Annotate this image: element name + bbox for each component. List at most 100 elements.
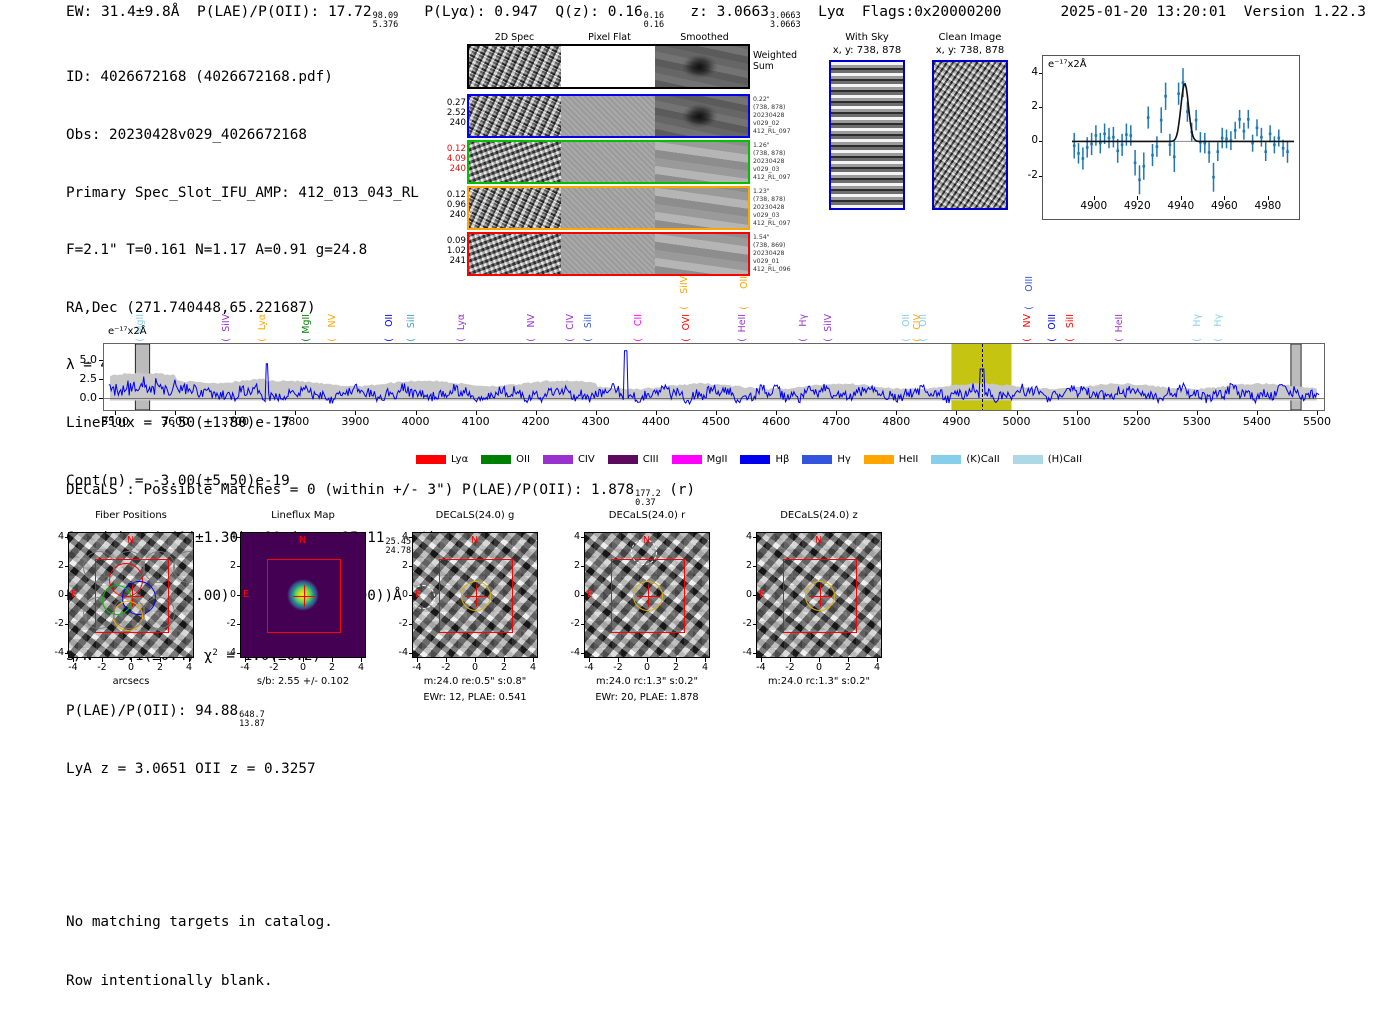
legend-item: Hβ: [740, 454, 789, 465]
cutout-x-tick: [361, 658, 362, 662]
legend-item: Lyα: [416, 454, 468, 465]
emission-line-bracket: (: [1213, 338, 1224, 342]
with-sky-title: With Sky: [845, 32, 889, 43]
emission-line-label: OII: [901, 314, 913, 327]
cutout-x-tick: [504, 658, 505, 662]
z-label: z:: [690, 4, 708, 20]
legend-item: CIV: [542, 454, 595, 465]
legend-label: CIV: [577, 454, 595, 465]
emission-line-label: SiII: [405, 314, 417, 329]
emission-line-bracket: (: [326, 338, 338, 342]
row-meta-values: 1.54" (738, 869) 20230428 v029_01 412_RL_096: [753, 234, 791, 274]
emission-line-bracket: (: [1192, 338, 1203, 342]
emission-line-bracket: (: [455, 338, 467, 342]
legend-item: OII: [481, 454, 530, 465]
x-tick-label: 4900: [942, 415, 971, 428]
cutout-y-tick-label: -4: [570, 647, 580, 658]
line-profile-svg: [1072, 68, 1294, 195]
cutout-x-tick: [475, 658, 476, 662]
x-tick-label: 4400: [641, 415, 670, 428]
emission-line-bracket: (: [301, 338, 313, 342]
bottom-note-line-2: Row intentionally blank.: [66, 972, 273, 989]
line-profile-frame: [1042, 55, 1300, 220]
x-tick-label: 4500: [702, 415, 730, 428]
cutout-y-tick-label: 4: [57, 531, 64, 542]
fiber-circle-grey: [83, 551, 115, 583]
row-pixel-flat: [561, 188, 655, 228]
fiber-circle-grey: [113, 551, 145, 583]
x-tick-label: 4100: [461, 415, 490, 428]
cutout-x-tick: [446, 658, 447, 662]
cutout-y-tick-label: 2: [745, 560, 752, 571]
row-2d-spec: [469, 96, 562, 136]
fiber-circle-grey: [83, 597, 115, 629]
line-profile-chart: e⁻¹⁷x2Å 4900 4920 4940 4960 4980 -2 0 2 4: [1028, 55, 1300, 220]
legend-swatch: [481, 455, 512, 464]
cutout-y-tick: [236, 595, 240, 596]
row-meta-values: 1.23" (738, 878) 20230428 v029_03 412_RL_097: [753, 188, 791, 228]
cutout-x-tick: [533, 658, 534, 662]
qz-bounds: 0.16 0.16: [643, 11, 665, 30]
cutout-y-tick-label: -4: [742, 647, 752, 658]
legend-item: Hγ: [802, 454, 851, 465]
cutout-x-tick: [131, 658, 132, 662]
cutout-panel-row: Fiber Positions N E -4 -2 0 2 4 4 2 0 -2 -4 arcsecs Li…: [55, 508, 1020, 743]
emission-line-bracket: (: [681, 338, 693, 342]
aperture-box: [783, 559, 857, 633]
legend-item: (K)CaII: [931, 454, 1000, 465]
plya-label: P(Lyα):: [424, 4, 486, 20]
timestamp: 2025-01-20 13:20:01: [1060, 4, 1227, 20]
version-label: Version 1.22.3: [1243, 4, 1366, 20]
cutout-x-tick-label: 2: [500, 662, 508, 673]
legend-swatch: [1012, 455, 1043, 464]
legend-swatch: [416, 455, 446, 464]
emission-line-label: SiII: [1064, 314, 1076, 329]
weighted-sum-strip: [467, 44, 750, 89]
cutout-y-tick: [236, 624, 240, 625]
cutout-x-tick-label: -4: [584, 662, 594, 673]
row-left-values: 0.27 2.52 240: [446, 98, 466, 129]
cutout-caption-secondary: EWr: 20, PLAE: 1.878: [595, 692, 699, 703]
x-tick-label: 4980: [1254, 200, 1282, 212]
fiber-circle-grey: [113, 597, 145, 629]
cutout-y-tick: [408, 653, 412, 654]
flags-value: Flags:0x20000200: [861, 4, 1002, 20]
cutout-y-tick: [64, 653, 68, 654]
y-tick-label: 0: [1031, 134, 1038, 147]
x-tick-label: 5500: [1303, 415, 1331, 428]
full-spectrum-units: e⁻¹⁷x2Å: [108, 326, 147, 337]
spec-row-strip: [467, 94, 750, 138]
y-tick-label: 0.0: [79, 390, 98, 404]
full-spectrum-svg: [104, 344, 1324, 410]
gmag-bounds: 25.45 24.78: [385, 537, 412, 556]
emission-line-bracket: (: [564, 338, 576, 342]
emission-line-label: Hγ: [1213, 314, 1224, 327]
cutout-x-tick-label: -2: [785, 662, 795, 673]
qz-label: Q(z):: [555, 4, 600, 20]
panel-title-2d-spec: 2D Spec: [494, 32, 535, 43]
y-tick-label: 4: [1031, 66, 1038, 79]
cutout-y-tick-label: 0: [57, 589, 64, 600]
cutout-y-tick-label: 4: [229, 531, 236, 542]
info-seeing: F=2.1" T=0.161 N=1.17 A=0.91 g=24.8: [66, 242, 368, 259]
cutout-x-tick-label: 2: [328, 662, 336, 673]
cutout-x-tick-label: 4: [701, 662, 709, 673]
emission-line-label: HeII: [1113, 314, 1125, 333]
cutout-caption-primary: m:24.0 rc:1.3" s:0.2": [768, 676, 870, 687]
legend-label: (K)CaII: [966, 454, 1000, 465]
cutout-x-tick-label: -4: [68, 662, 78, 673]
cutout-x-tick: [417, 658, 418, 662]
emission-line-bracket: (: [798, 338, 810, 342]
cutout-x-tick-label: 4: [873, 662, 881, 673]
cutout-caption-primary: s/b: 2.55 +/- 0.102: [256, 676, 350, 687]
legend-swatch: [542, 455, 573, 464]
emission-line-label: SiII: [582, 314, 594, 329]
emission-line-label: OIII: [1046, 314, 1058, 330]
cutout-x-tick-label: -2: [269, 662, 279, 673]
y-tick-label: -2: [1027, 168, 1038, 181]
